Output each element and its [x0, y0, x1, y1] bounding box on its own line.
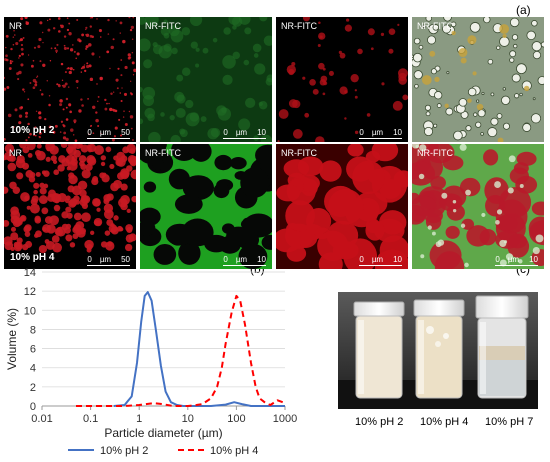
x-axis-label: Particle diameter (µm): [104, 426, 222, 440]
panel-label-a: (a): [516, 3, 531, 17]
jar-photo: [338, 292, 538, 409]
micrograph-image: [412, 17, 544, 142]
x-tick-label: 1: [136, 413, 142, 425]
scale-bar-line: [87, 138, 130, 139]
scale-start: 0: [495, 255, 500, 264]
jar-caption-1: 10% pH 2: [355, 416, 404, 428]
scale-bar: 0 µm 50: [87, 255, 130, 266]
micrograph-r1-c2: NR-FITC 0 µm 10: [140, 17, 272, 142]
y-tick-label: 4: [30, 363, 36, 375]
scale-start: 0: [359, 255, 364, 264]
micrograph-r1-c3: NR-FITC 0 µm 10: [276, 17, 408, 142]
micrograph-r2-c3: NR-FITC 0 µm 10: [276, 144, 408, 269]
micrograph-label: NR: [9, 148, 22, 158]
scale-unit: µm: [235, 128, 248, 137]
scale-unit: µm: [371, 255, 384, 264]
y-tick-label: 2: [30, 382, 36, 394]
scale-end: 10: [393, 255, 402, 264]
scale-end: 10: [393, 128, 402, 137]
scale-bar-line: [359, 138, 402, 139]
x-tick-label: 0.01: [31, 413, 52, 425]
scale-bar: 0 µm 10: [223, 128, 266, 139]
scale-unit: µm: [507, 255, 520, 264]
scale-bar: 0 µm 10: [495, 255, 538, 266]
scale-unit: µm: [99, 255, 112, 264]
micrograph-r2-c1: NR 10% pH 4 0 µm 50: [4, 144, 136, 269]
scale-bar-line: [223, 138, 266, 139]
scale-end: 10: [529, 255, 538, 264]
micrograph-label: NR-FITC: [281, 21, 317, 31]
legend-entry-1: 10% pH 2: [100, 445, 148, 457]
micrograph-r2-c4: NR-FITC 0 µm 10: [412, 144, 544, 269]
micrograph-r2-c2: NR-FITC 0 µm 10: [140, 144, 272, 269]
micrograph-image: [412, 144, 544, 269]
micrograph-image: [276, 17, 408, 142]
scale-bar: 0 µm 10: [223, 255, 266, 266]
scale-unit: µm: [371, 128, 384, 137]
condition-label: 10% pH 4: [10, 252, 55, 263]
x-tick-label: 0.1: [83, 413, 98, 425]
scale-unit: µm: [235, 255, 248, 264]
scale-end: 50: [121, 128, 130, 137]
scale-end: 10: [257, 128, 266, 137]
x-tick-label: 1000: [273, 413, 297, 425]
scale-end: 10: [257, 255, 266, 264]
condition-label: 10% pH 2: [10, 125, 55, 136]
scale-end: 50: [121, 255, 130, 264]
jar-photo-illustration: [338, 292, 538, 409]
scale-bar-line: [87, 265, 130, 266]
series-line-1: [113, 291, 285, 407]
scale-bar: 0 µm 10: [359, 128, 402, 139]
micrograph-label: NR-FITC: [281, 148, 317, 158]
y-tick-label: 8: [30, 324, 36, 336]
x-tick-label: 100: [227, 413, 245, 425]
micrograph-image: [140, 144, 272, 269]
micrograph-label: NR-FITC: [145, 21, 181, 31]
y-tick-label: 10: [24, 305, 36, 317]
scale-bar-line: [359, 265, 402, 266]
micrograph-label: NR-FITC: [417, 21, 453, 31]
micrograph-image: [276, 144, 408, 269]
y-tick-label: 14: [24, 267, 36, 279]
scale-bar: 0 µm 10: [359, 255, 402, 266]
micrograph-label: NR-FITC: [417, 148, 453, 158]
size-distribution-chart: 0 2 4 6 8 10 12 14 0.01 0.1 1 10 100 1000 Particle dia…: [5, 267, 297, 457]
jar-1: [353, 301, 405, 399]
y-tick-label: 12: [24, 286, 36, 298]
micrograph-label: NR: [9, 21, 22, 31]
series-line-2: [76, 294, 286, 407]
jar-caption-3: 10% pH 7: [485, 416, 534, 428]
scale-start: 0: [87, 255, 92, 264]
jar-2: [413, 299, 465, 399]
micrograph-r1-c1: NR 10% pH 2 0 µm 50: [4, 17, 136, 142]
micrograph-r1-c4: NR-FITC: [412, 17, 544, 142]
scale-start: 0: [223, 128, 228, 137]
x-tick-label: 10: [182, 413, 194, 425]
scale-bar-line: [223, 265, 266, 266]
scale-start: 0: [223, 255, 228, 264]
scale-bar-line: [495, 265, 538, 266]
y-tick-label: 6: [30, 344, 36, 356]
micrograph-label: NR-FITC: [145, 148, 181, 158]
y-tick-label: 0: [30, 401, 36, 413]
scale-bar: 0 µm 50: [87, 128, 130, 139]
micrograph-image: [4, 144, 136, 269]
jar-3: [475, 295, 529, 399]
legend-entry-2: 10% pH 4: [210, 445, 258, 457]
jar-caption-2: 10% pH 4: [420, 416, 469, 428]
y-axis-label: Volume (%): [5, 308, 19, 370]
scale-unit: µm: [99, 128, 112, 137]
micrograph-image: [4, 17, 136, 142]
scale-start: 0: [359, 128, 364, 137]
scale-start: 0: [87, 128, 92, 137]
micrograph-image: [140, 17, 272, 142]
